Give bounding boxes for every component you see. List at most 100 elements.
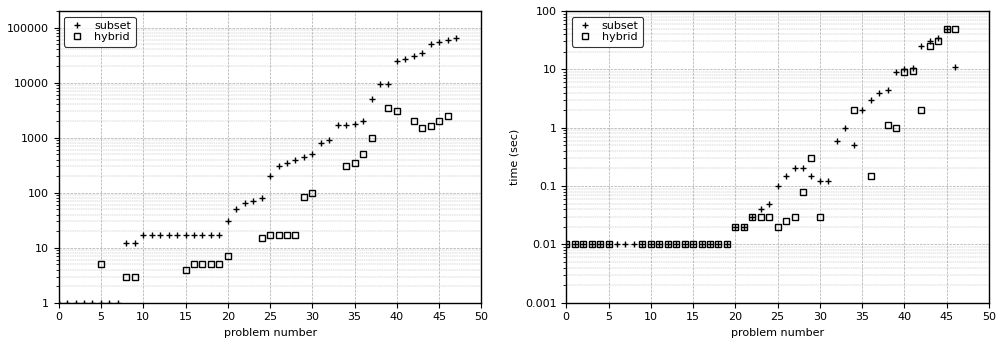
hybrid: [560, 242, 572, 246]
hybrid: [754, 215, 766, 219]
hybrid: [644, 242, 656, 246]
hybrid: [678, 242, 690, 246]
hybrid: [128, 274, 140, 278]
subset: [635, 242, 647, 246]
hybrid: [349, 161, 361, 165]
hybrid: [204, 262, 216, 266]
hybrid: [923, 44, 935, 48]
hybrid: [720, 242, 732, 246]
hybrid: [179, 268, 191, 272]
hybrid: [703, 242, 715, 246]
subset: [847, 143, 859, 147]
subset: [915, 44, 927, 48]
subset: [686, 242, 698, 246]
subset: [788, 166, 800, 170]
hybrid: [635, 242, 647, 246]
subset: [593, 242, 605, 246]
subset: [433, 40, 445, 44]
hybrid: [940, 27, 952, 31]
hybrid: [568, 242, 580, 246]
subset: [576, 242, 588, 246]
subset: [923, 39, 935, 43]
subset: [728, 225, 740, 229]
subset: [669, 242, 681, 246]
hybrid: [906, 69, 918, 73]
hybrid: [669, 242, 681, 246]
subset: [830, 139, 842, 143]
hybrid: [120, 274, 132, 278]
subset: [408, 54, 420, 58]
hybrid: [306, 190, 318, 195]
hybrid: [408, 119, 420, 123]
subset: [365, 97, 377, 101]
subset: [95, 301, 107, 305]
hybrid: [213, 262, 225, 266]
hybrid: [932, 39, 944, 43]
subset: [416, 51, 428, 55]
subset: [103, 301, 115, 305]
hybrid: [95, 262, 107, 266]
subset: [340, 123, 352, 127]
subset: [281, 161, 293, 165]
subset: [230, 207, 242, 211]
subset: [61, 301, 73, 305]
subset: [771, 184, 783, 188]
subset: [872, 90, 884, 95]
hybrid: [391, 109, 403, 114]
hybrid: [340, 164, 352, 168]
subset: [703, 242, 715, 246]
subset: [940, 27, 952, 31]
Line: subset: subset: [563, 26, 957, 247]
subset: [221, 219, 233, 224]
hybrid: [196, 262, 208, 266]
X-axis label: problem number: problem number: [730, 328, 824, 338]
hybrid: [187, 262, 199, 266]
subset: [627, 242, 639, 246]
subset: [610, 242, 622, 246]
subset: [737, 225, 749, 229]
subset: [128, 241, 140, 245]
subset: [264, 174, 276, 178]
subset: [399, 57, 411, 61]
subset: [382, 82, 394, 86]
hybrid: [441, 114, 453, 118]
subset: [694, 242, 706, 246]
hybrid: [686, 242, 698, 246]
subset: [652, 242, 664, 246]
hybrid: [780, 219, 792, 223]
hybrid: [711, 242, 723, 246]
Legend: subset, hybrid: subset, hybrid: [64, 17, 135, 47]
hybrid: [771, 225, 783, 229]
subset: [306, 152, 318, 156]
hybrid: [298, 195, 310, 199]
subset: [86, 301, 98, 305]
hybrid: [433, 119, 445, 123]
subset: [644, 242, 656, 246]
hybrid: [273, 233, 285, 237]
hybrid: [357, 152, 369, 156]
subset: [661, 242, 673, 246]
hybrid: [416, 126, 428, 130]
subset: [323, 138, 335, 142]
subset: [889, 70, 901, 74]
subset: [196, 233, 208, 237]
Line: hybrid: hybrid: [562, 25, 958, 248]
hybrid: [576, 242, 588, 246]
subset: [780, 174, 792, 178]
subset: [763, 201, 775, 206]
subset: [856, 108, 868, 112]
subset: [374, 82, 386, 86]
hybrid: [256, 236, 268, 240]
subset: [948, 65, 960, 69]
hybrid: [805, 156, 817, 160]
hybrid: [763, 215, 775, 219]
hybrid: [948, 27, 960, 31]
subset: [145, 233, 157, 237]
subset: [315, 141, 327, 145]
hybrid: [813, 215, 825, 219]
subset: [52, 301, 64, 305]
hybrid: [797, 190, 809, 194]
subset: [441, 38, 453, 42]
subset: [906, 66, 918, 70]
hybrid: [737, 225, 749, 229]
